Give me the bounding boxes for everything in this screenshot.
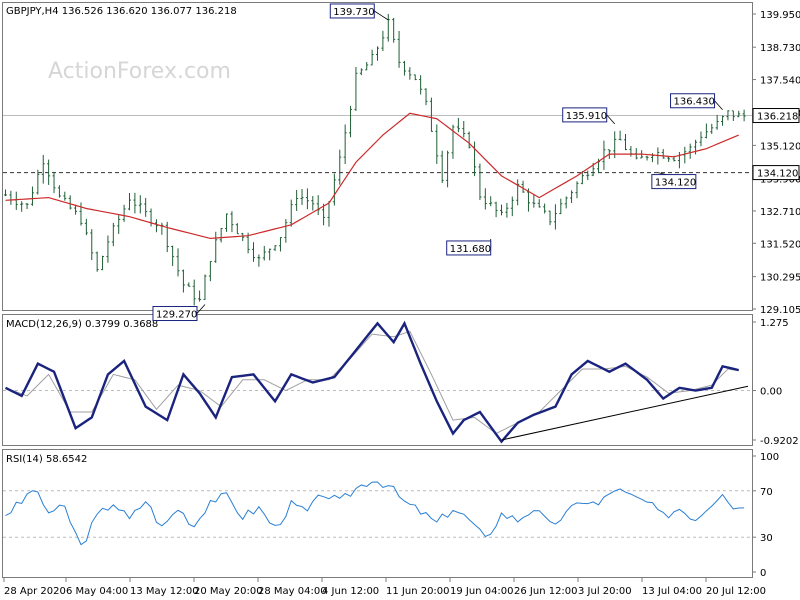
price-tick-label: 131.520 xyxy=(760,239,800,250)
time-tick-label: 19 Jun 04:00 xyxy=(450,586,514,597)
price-tick-label: 129.105 xyxy=(760,305,800,316)
macd-tick-label: 0.00 xyxy=(760,387,782,398)
rsi-tick-label: 100 xyxy=(760,452,779,463)
time-tick-label: 26 Jun 12:00 xyxy=(514,586,578,597)
time-tick-label: 28 Apr 2020 xyxy=(4,586,66,597)
rsi-tick-label: 30 xyxy=(760,533,773,544)
price-tick-label: 139.950 xyxy=(760,10,800,21)
macd-lines xyxy=(4,320,749,444)
price-panel[interactable] xyxy=(2,2,753,311)
price-grid xyxy=(3,115,752,174)
annotation-box xyxy=(329,3,375,19)
price-tick-label: 135.120 xyxy=(760,141,800,152)
rsi-line xyxy=(5,481,745,546)
rsi-panel[interactable] xyxy=(2,449,753,578)
rsi-grid xyxy=(3,490,752,538)
price-tick-label: 132.710 xyxy=(760,207,800,218)
moving-average xyxy=(5,112,739,240)
time-tick-label: 20 Jul 12:00 xyxy=(706,586,766,597)
time-tick-label: 13 May 12:00 xyxy=(130,586,199,597)
rsi-axis: 100 70 30 0 xyxy=(752,452,779,579)
rsi-lines xyxy=(5,481,745,546)
annotation-box xyxy=(562,107,608,123)
time-tick-label: 3 Jul 20:00 xyxy=(578,586,632,597)
annotation-leader xyxy=(374,10,389,21)
support-level-label: 134.120 xyxy=(757,169,798,180)
current-price-box xyxy=(752,108,800,124)
annotation-box xyxy=(152,306,198,322)
annotation-leader xyxy=(196,304,206,314)
price-tick-label: 138.730 xyxy=(760,43,800,54)
macd-main-line xyxy=(4,320,739,444)
moving-average-line xyxy=(5,112,739,240)
price-tick-label: 137.540 xyxy=(760,76,800,87)
price-annotations: 139.730 129.270 131.680 135.910 134.120 136.4… xyxy=(152,3,723,322)
annotation-label: 136.430 xyxy=(674,97,715,108)
annotation-box xyxy=(670,93,716,109)
price-candles xyxy=(4,13,746,306)
symbol-info: GBPJPY,H4 136.526 136.620 136.077 136.21… xyxy=(6,6,237,17)
macd-trendline xyxy=(501,385,749,441)
annotation-leader xyxy=(714,100,723,111)
rsi-tick-label: 0 xyxy=(760,568,766,579)
annotation-label: 131.680 xyxy=(450,244,491,255)
macd-tick-label: 1.275 xyxy=(760,318,789,329)
time-tick-label: 13 Jul 04:00 xyxy=(642,586,702,597)
macd-title: MACD(12,26,9) 0.3799 0.3688 xyxy=(6,319,158,330)
annotation-label: 129.270 xyxy=(156,310,197,321)
time-tick-label: 4 Jun 12:00 xyxy=(322,586,379,597)
time-tick-label: 6 May 04:00 xyxy=(66,586,128,597)
watermark: ActionForex.com xyxy=(48,59,231,84)
rsi-tick-label: 70 xyxy=(760,487,773,498)
price-axis: 139.950138.730137.540136.330135.120133.9… xyxy=(752,10,800,316)
annotation-box xyxy=(446,240,492,256)
annotation-label: 135.910 xyxy=(566,111,607,122)
time-tick-label: 11 Jun 20:00 xyxy=(386,586,450,597)
annotation-label: 139.730 xyxy=(333,7,374,18)
annotation-label: 134.120 xyxy=(655,178,696,189)
current-price-label: 136.218 xyxy=(757,112,798,123)
annotation-box xyxy=(651,174,697,190)
macd-axis: 1.275 0.00 -0.9202 xyxy=(752,318,799,447)
macd-tick-label: -0.9202 xyxy=(760,436,799,447)
support-level-box xyxy=(752,165,800,181)
time-tick-label: 28 May 04:00 xyxy=(258,586,327,597)
rsi-title: RSI(14) 58.6542 xyxy=(6,454,87,465)
annotation-leader xyxy=(606,114,616,125)
time-tick-label: 20 May 20:00 xyxy=(194,586,263,597)
price-tick-label: 130.295 xyxy=(760,273,800,284)
macd-panel[interactable] xyxy=(2,314,753,446)
